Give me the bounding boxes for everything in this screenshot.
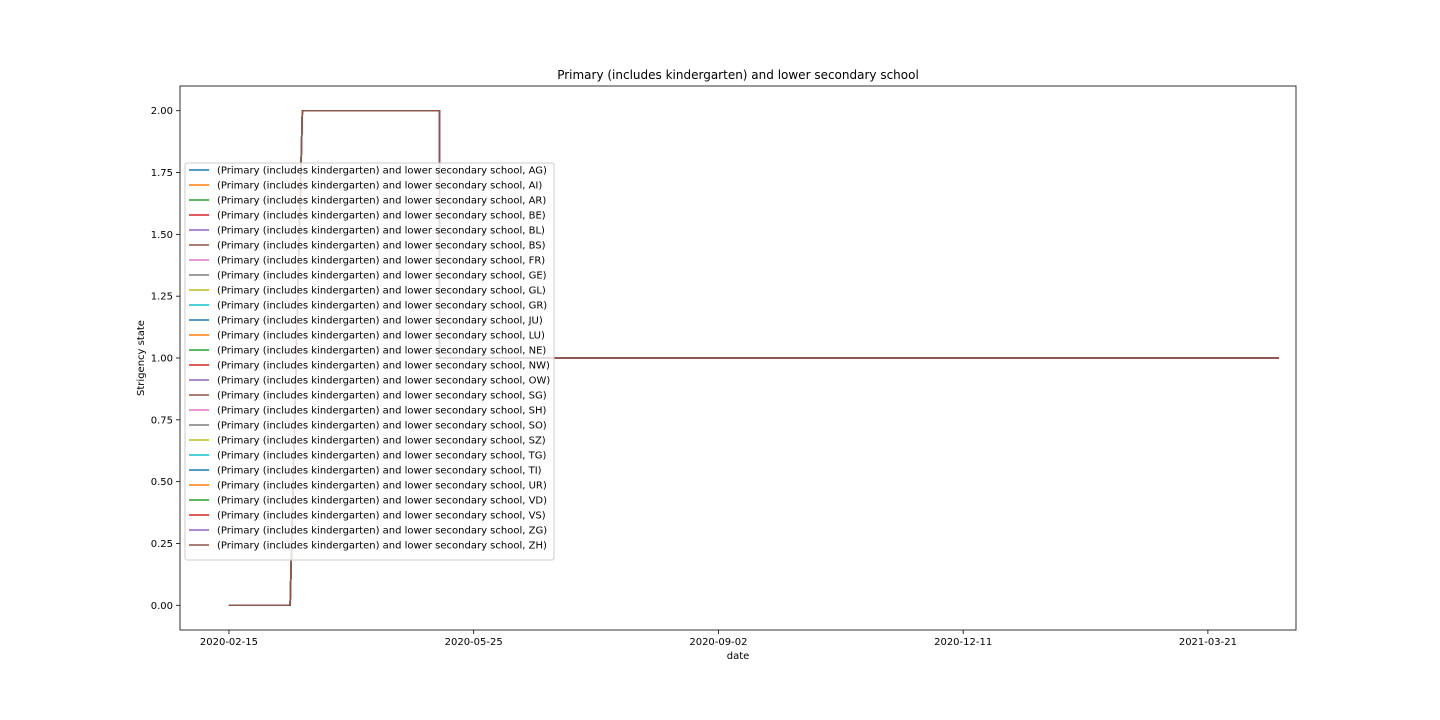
legend-entry-label: (Primary (includes kindergarten) and low…	[217, 511, 546, 522]
legend-entry-label: (Primary (includes kindergarten) and low…	[217, 256, 545, 267]
legend-entry-label: (Primary (includes kindergarten) and low…	[217, 496, 547, 507]
legend-entry-label: (Primary (includes kindergarten) and low…	[217, 181, 542, 192]
legend-entry-label: (Primary (includes kindergarten) and low…	[217, 436, 546, 447]
y-axis: 0.00 0.25 0.50 0.75 1.00 1.25 1.50 1.75 2.00	[151, 106, 180, 612]
y-tick-label: 0.50	[151, 477, 173, 488]
legend-entry-label: (Primary (includes kindergarten) and low…	[217, 331, 545, 342]
legend-entry-label: (Primary (includes kindergarten) and low…	[217, 301, 547, 312]
x-axis-label: date	[727, 651, 750, 662]
series-layer	[228, 109, 1279, 607]
legend-box	[184, 162, 555, 561]
legend-entry-label: (Primary (includes kindergarten) and low…	[217, 271, 547, 282]
legend-entry-label: (Primary (includes kindergarten) and low…	[217, 316, 543, 327]
x-tick-label: 2020-02-15	[200, 637, 258, 648]
y-tick-label: 0.00	[151, 601, 173, 612]
legend-entry-label: (Primary (includes kindergarten) and low…	[217, 526, 547, 537]
legend-entry-label: (Primary (includes kindergarten) and low…	[217, 226, 545, 237]
chart-title: Primary (includes kindergarten) and lowe…	[557, 68, 919, 82]
legend-entry-label: (Primary (includes kindergarten) and low…	[217, 346, 546, 357]
x-tick-label: 2020-12-11	[934, 637, 992, 648]
x-axis: 2020-02-15 2020-05-25 2020-09-02 2020-12-11…	[200, 630, 1237, 648]
x-tick-label: 2020-05-25	[445, 637, 503, 648]
y-tick-label: 1.25	[151, 292, 173, 303]
series-line	[228, 109, 1279, 607]
x-tick-label: 2021-03-21	[1179, 637, 1237, 648]
legend-entry-label: (Primary (includes kindergarten) and low…	[217, 421, 547, 432]
legend-entry-label: (Primary (includes kindergarten) and low…	[217, 166, 547, 177]
legend: (Primary (includes kindergarten) and low…	[184, 162, 555, 561]
legend-entry-label: (Primary (includes kindergarten) and low…	[217, 391, 547, 402]
y-tick-label: 2.00	[151, 106, 173, 117]
y-tick-label: 1.00	[151, 354, 173, 365]
legend-entry-label: (Primary (includes kindergarten) and low…	[217, 451, 546, 462]
y-tick-label: 0.25	[151, 539, 173, 550]
x-tick-label: 2020-09-02	[689, 637, 747, 648]
legend-entry-label: (Primary (includes kindergarten) and low…	[217, 376, 550, 387]
legend-entry-label: (Primary (includes kindergarten) and low…	[217, 466, 542, 477]
legend-entry-label: (Primary (includes kindergarten) and low…	[217, 481, 547, 492]
y-tick-label: 1.75	[151, 168, 173, 179]
y-tick-label: 1.50	[151, 230, 173, 241]
legend-entry-label: (Primary (includes kindergarten) and low…	[217, 241, 546, 252]
legend-entry-label: (Primary (includes kindergarten) and low…	[217, 211, 546, 222]
y-axis-label: Strigency state	[136, 320, 147, 396]
legend-entry-label: (Primary (includes kindergarten) and low…	[217, 196, 546, 207]
legend-entry-label: (Primary (includes kindergarten) and low…	[217, 286, 546, 297]
legend-entry-label: (Primary (includes kindergarten) and low…	[217, 361, 550, 372]
legend-entry-label: (Primary (includes kindergarten) and low…	[217, 406, 546, 417]
legend-entry-label: (Primary (includes kindergarten) and low…	[217, 541, 547, 552]
y-tick-label: 0.75	[151, 415, 173, 426]
